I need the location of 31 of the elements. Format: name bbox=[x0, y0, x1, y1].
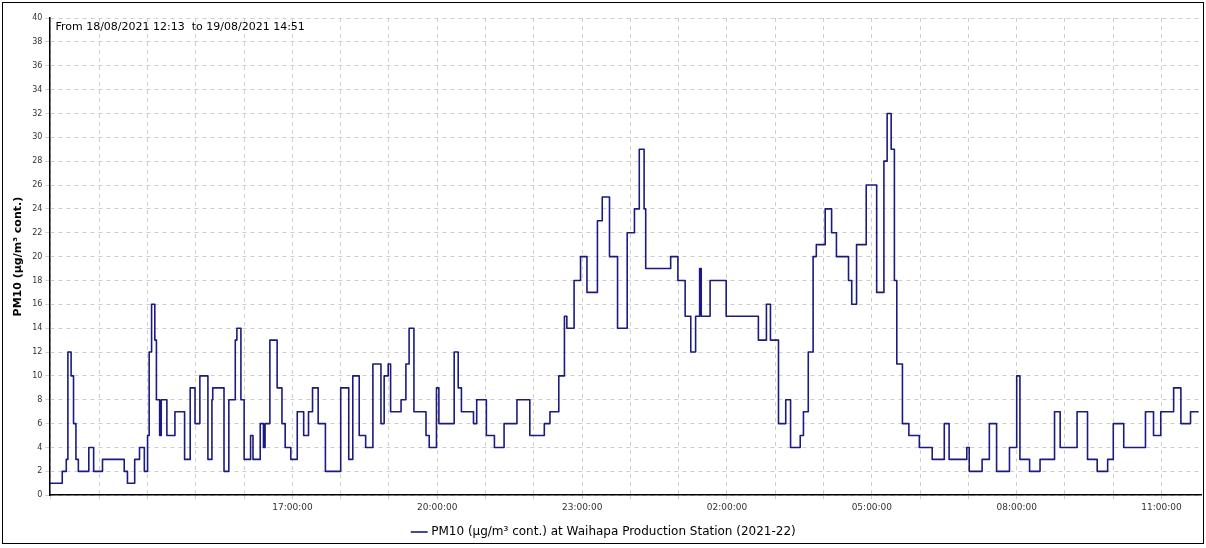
y-tick-label: 16 bbox=[32, 299, 43, 309]
y-tick-label: 18 bbox=[32, 275, 43, 285]
y-tick-label: 30 bbox=[32, 132, 43, 142]
x-tick-label: 11:00:00 bbox=[1141, 501, 1183, 512]
y-tick-label: 0 bbox=[37, 490, 43, 500]
y-tick-label: 26 bbox=[32, 180, 43, 190]
y-tick-label: 34 bbox=[32, 84, 43, 94]
y-tick-label: 10 bbox=[32, 370, 43, 380]
y-axis-title: PM10 (µg/m³ cont.) bbox=[11, 196, 25, 317]
x-tick-label: 08:00:00 bbox=[996, 501, 1038, 512]
chart-title: From 18/08/2021 12:13 to 19/08/2021 14:51 bbox=[55, 20, 305, 34]
y-tick-label: 2 bbox=[37, 466, 43, 476]
y-tick-label: 6 bbox=[37, 418, 43, 428]
y-tick-label: 22 bbox=[32, 227, 43, 237]
y-tick-label: 12 bbox=[32, 347, 43, 357]
y-tick-label: 28 bbox=[32, 156, 43, 166]
x-tick-label: 02:00:00 bbox=[706, 501, 748, 512]
y-tick-label: 20 bbox=[32, 251, 43, 261]
y-tick-label: 40 bbox=[32, 13, 43, 23]
x-tick-label: 20:00:00 bbox=[417, 501, 458, 512]
x-tick-label: 05:00:00 bbox=[851, 501, 893, 512]
y-tick-label: 24 bbox=[32, 203, 43, 213]
y-tick-label: 4 bbox=[37, 442, 43, 452]
x-tick-label: 23:00:00 bbox=[561, 501, 603, 512]
x-tick-label: 17:00:00 bbox=[272, 501, 313, 512]
legend-label: PM10 (µg/m³ cont.) at Waihapa Production Station (2021-22) bbox=[431, 524, 796, 539]
y-tick-label: 14 bbox=[32, 323, 43, 333]
y-tick-label: 38 bbox=[32, 36, 43, 46]
y-tick-label: 8 bbox=[37, 394, 43, 404]
y-tick-label: 32 bbox=[32, 108, 43, 118]
y-tick-label: 36 bbox=[32, 60, 43, 70]
